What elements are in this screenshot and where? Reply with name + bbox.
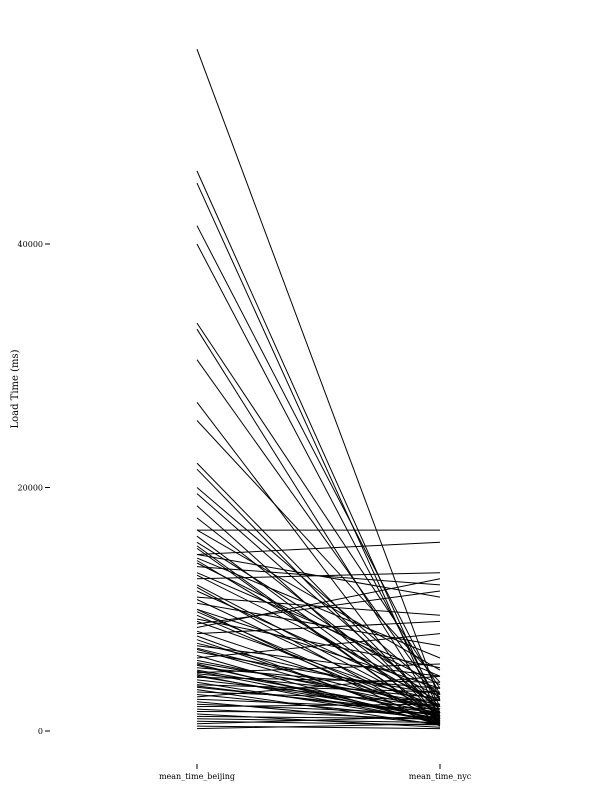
y-tick-label: 20000 (18, 484, 43, 493)
slope-lines (196, 49, 441, 730)
slope-line-63 (196, 689, 441, 726)
slope-line-22 (196, 541, 441, 555)
slope-line-81 (196, 574, 441, 698)
slope-line-4 (196, 225, 441, 695)
x-axis: mean_time_beijing mean_time_nyc (159, 764, 472, 781)
slope-line-6 (196, 322, 441, 689)
slope-line-38 (196, 578, 441, 628)
slope-line-5 (196, 243, 441, 707)
slope-line-53 (196, 670, 441, 720)
slope-line-47 (196, 633, 441, 659)
slope-line-75 (196, 718, 441, 723)
slope-line-58 (196, 676, 441, 683)
slope-line-28 (196, 572, 441, 580)
slope-line-35 (196, 614, 441, 720)
slope-line-86 (196, 590, 441, 625)
slope-line-79 (196, 723, 441, 730)
slope-line-61 (196, 684, 441, 693)
slope-line-82 (196, 545, 441, 722)
slope-line-78 (196, 725, 441, 730)
y-tick-label: 40000 (18, 240, 43, 249)
slope-line-52 (196, 669, 441, 714)
slope-line-90 (196, 685, 441, 716)
slope-line-72 (196, 711, 441, 714)
slope-line-88 (196, 647, 441, 710)
x-tick-label: mean_time_nyc (409, 772, 472, 781)
x-tick-label: mean_time_beijing (159, 772, 235, 781)
slope-line-2 (196, 170, 441, 713)
slope-line-20 (196, 541, 441, 695)
slope-line-45 (196, 651, 441, 695)
slope-line-7 (196, 328, 441, 717)
slope-line-9 (196, 401, 441, 722)
slope-line-19 (196, 535, 441, 717)
slope-line-77 (196, 715, 441, 725)
slope-line-83 (196, 586, 441, 723)
y-axis-title: Load Time (ms) (10, 349, 21, 428)
slope-line-85 (196, 599, 441, 714)
slope-line-49 (196, 662, 441, 705)
slope-line-40 (196, 620, 441, 635)
slope-line-34 (196, 608, 441, 689)
slope-line-62 (196, 686, 441, 714)
slope-line-74 (196, 715, 441, 720)
slope-line-65 (196, 694, 441, 720)
slope-line-1 (196, 49, 441, 701)
slope-line-66 (196, 675, 441, 698)
slope-line-54 (196, 663, 441, 674)
slope-line-18 (196, 529, 441, 671)
y-axis: 0 20000 40000 (18, 240, 50, 736)
slope-line-31 (196, 596, 441, 616)
y-tick-label: 0 (38, 727, 43, 736)
slope-line-89 (196, 663, 441, 725)
slope-line-16 (196, 517, 441, 710)
slope-line-67 (196, 698, 441, 710)
slope-line-48 (196, 659, 441, 710)
slope-line-70 (196, 703, 441, 708)
slope-line-36 (196, 618, 441, 669)
slope-line-59 (196, 679, 441, 708)
slope-line-84 (196, 562, 441, 686)
